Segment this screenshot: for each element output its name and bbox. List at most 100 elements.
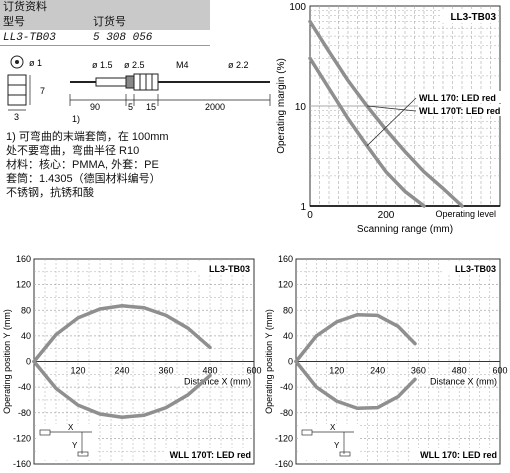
series-line	[294, 359, 417, 411]
legend-entry: WLL 170T: LED red	[170, 450, 251, 460]
legend-bg	[418, 91, 504, 103]
operating-level-bg	[426, 208, 498, 220]
x-tick-label: 360	[158, 366, 173, 376]
chart-title: LL3-TB03	[450, 12, 496, 23]
dim-d22: ø 2.2	[228, 60, 249, 70]
operating-position-chart-170: 160 120 80 40 0 -40 -80 -120 -160 120 240 360 480 600…	[264, 255, 508, 469]
y-axis-label: Operating margin (%)	[276, 58, 287, 154]
inset-y-label: Y	[72, 441, 78, 450]
dim-l5: 5	[128, 102, 133, 112]
inset-sensor-icon	[39, 429, 51, 436]
series-line	[32, 304, 212, 364]
note-line-3: 材料：核心：PMMA, 外套：PE	[6, 159, 159, 171]
x-axis-label: Scanning range (mm)	[357, 224, 453, 235]
y-tick-label: -40	[280, 382, 293, 392]
y-tick-label: -160	[275, 459, 293, 469]
title-bg	[442, 9, 498, 23]
operating-level-label: Operating level	[435, 209, 496, 219]
y-tick-label: 40	[283, 331, 293, 341]
dim-m4: M4	[176, 60, 189, 70]
legend-entry: WLL 170: LED red	[420, 450, 497, 460]
x-tick-label: 240	[114, 366, 129, 376]
x-label-bg	[420, 375, 498, 387]
x-tick-label: 120	[70, 366, 85, 376]
legend-leader	[366, 105, 417, 112]
dim-l90: 90	[90, 102, 100, 112]
chart-title: LL3-TB03	[455, 264, 496, 274]
dim-h7: 7	[40, 86, 45, 96]
legend-bg	[164, 448, 252, 460]
note-line-4: 套筒：1.4305（德国材料编号）	[6, 173, 161, 185]
y-tick-label: -120	[13, 433, 31, 443]
order-table: 订货资料 型号 订货号 LL3-TB03 5 308 056	[0, 0, 210, 50]
order-number-value: 5 308 056	[90, 31, 210, 46]
legend-entry: WLL 170: LED red	[419, 93, 496, 103]
y-tick-label: -80	[280, 408, 293, 418]
material-notes: 1) 可弯曲的末端套筒，在 100mm 处不要弯曲，弯曲半径 R10 材料：核心…	[6, 130, 266, 200]
x-tick-label: 360	[411, 366, 426, 376]
y-tick-label: -80	[18, 408, 31, 418]
series-line	[32, 359, 212, 419]
x-axis-label: Distance X (mm)	[184, 377, 251, 387]
type-value: LL3-TB03	[0, 31, 90, 46]
order-table-header: 订货资料	[0, 0, 210, 15]
y-tick-label: 10	[295, 102, 307, 113]
legend-bg	[410, 448, 498, 460]
x-tick-label: 120	[329, 366, 344, 376]
dim-d1: ø 1	[29, 58, 42, 68]
operating-position-chart-170t: 160 120 80 40 0 -40 -80 -120 -160 120 240 360 480 600…	[2, 255, 262, 469]
dimension-drawing: ø 1 7 3 ø 1.5 ø 2.5 M4 ø 2.2 90 5 15 200…	[7, 55, 271, 124]
y-tick-label: 40	[21, 331, 31, 341]
title-bg	[198, 262, 252, 275]
x-tick-label: 600	[246, 366, 261, 376]
x-tick-label: 480	[452, 366, 467, 376]
dim-d15: ø 1.5	[92, 60, 113, 70]
y-tick-label: -160	[13, 459, 31, 469]
hex-fitting	[7, 74, 27, 106]
operating-margin-chart: 1101000200400Scanning range (mm)Operatin…	[276, 2, 504, 235]
legend-leader	[366, 97, 417, 147]
x-tick-label: 480	[202, 366, 217, 376]
x-tick-label: 0	[307, 210, 313, 221]
y-tick-label: 80	[21, 305, 31, 315]
dim-l2000: 2000	[205, 102, 225, 112]
type-label: 型号	[0, 15, 90, 30]
series-line	[308, 19, 464, 208]
legend-bg	[418, 104, 504, 116]
dim-l15: 15	[146, 102, 156, 112]
y-tick-label: 160	[16, 255, 31, 264]
inset-y-label: Y	[334, 441, 340, 450]
order-number-label: 订货号	[90, 15, 210, 30]
legend-entry: WLL 170T: LED red	[419, 106, 500, 116]
x-tick-label: 200	[378, 210, 395, 221]
inset-target-icon	[77, 451, 89, 457]
y-axis-label: Operating position Y (mm)	[264, 309, 274, 414]
title-bg	[444, 262, 498, 275]
note-line-2: 处不要弯曲，弯曲半径 R10	[6, 145, 140, 157]
x-tick-label: 600	[492, 366, 507, 376]
end-circle-icon	[10, 55, 24, 69]
dim-d25: ø 2.5	[124, 60, 145, 70]
y-tick-label: 80	[283, 305, 293, 315]
y-tick-label: 120	[278, 280, 293, 290]
note-line-5: 不锈钢，抗锈和酸	[6, 187, 94, 199]
y-tick-label: 0	[26, 357, 31, 367]
x-tick-label: 240	[370, 366, 385, 376]
dim-footnote: 1)	[72, 114, 80, 124]
x-label-bg	[174, 375, 252, 387]
series-line	[308, 56, 426, 208]
note-line-1: 1) 可弯曲的末端套筒，在 100mm	[6, 131, 169, 143]
y-tick-label: 100	[289, 2, 306, 13]
y-tick-label: 1	[300, 202, 306, 213]
inset-x-label: X	[68, 423, 74, 432]
x-axis-label: Distance X (mm)	[430, 377, 497, 387]
inset-sensor-icon	[301, 429, 313, 436]
inset-x-label: X	[330, 423, 336, 432]
y-tick-label: 160	[278, 255, 293, 264]
series-line	[294, 312, 417, 364]
y-tick-label: -40	[18, 382, 31, 392]
y-axis-label: Operating position Y (mm)	[2, 309, 12, 414]
y-tick-label: 0	[288, 357, 293, 367]
dim-w3: 3	[14, 112, 19, 122]
inset-target-icon	[339, 451, 351, 457]
